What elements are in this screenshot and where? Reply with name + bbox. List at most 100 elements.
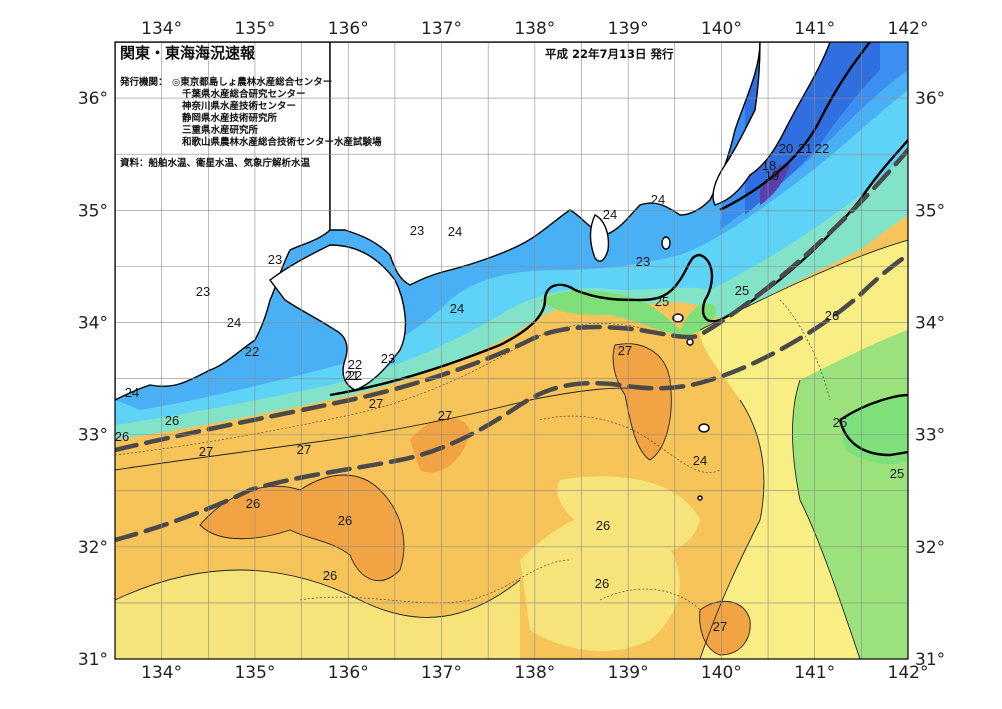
isotherm-label: 26 — [165, 413, 179, 428]
kuroshio-axis — [115, 147, 908, 543]
lat-tick-right: 32° — [915, 538, 945, 558]
lon-tick-bottom: 142° — [888, 663, 929, 683]
lon-tick-bottom: 138° — [514, 663, 555, 683]
lon-tick-bottom: 135° — [234, 663, 275, 683]
lat-tick-right: 31° — [915, 650, 945, 670]
zone-18-coastal — [760, 164, 790, 205]
land-boso — [712, 42, 831, 206]
lat-tick-right: 34° — [915, 313, 945, 333]
island-miyake — [672, 313, 684, 323]
zone-26-central — [557, 476, 700, 554]
isotherm-label: 24 — [693, 453, 707, 468]
lon-tick-bottom: 137° — [421, 663, 462, 683]
isotherm-label: 25 — [655, 294, 669, 309]
land-kii — [269, 244, 407, 391]
land — [115, 42, 831, 501]
isotherm-label: 23 — [196, 284, 210, 299]
lon-tick-bottom: 141° — [794, 663, 835, 683]
isotherm-label: 26 — [115, 429, 129, 444]
isotherm-label: 27 — [618, 343, 632, 358]
isotherm-label: 26 — [596, 518, 610, 533]
lat-tick-right: 33° — [915, 426, 945, 446]
minor-isotherms — [115, 299, 831, 611]
isotherm-label: 25 — [833, 415, 847, 430]
issuing-label: 発行機関： — [119, 76, 168, 88]
issuing-agency: 静岡県水産技術研究所 — [182, 112, 278, 124]
lat-tick-left: 36° — [78, 89, 108, 109]
zone-27-south — [699, 601, 751, 655]
isotherm-label: 25 — [890, 466, 904, 481]
isotherm-label: 23 — [268, 252, 282, 267]
isotherm-label: 26 — [338, 513, 352, 528]
lat-tick-right: 35° — [915, 201, 945, 221]
lon-tick-top: 136° — [328, 19, 369, 39]
isotherm-label: 20 — [779, 141, 793, 156]
map-frame — [114, 41, 909, 660]
lon-tick-top: 141° — [794, 19, 835, 39]
zone-27-west — [200, 475, 404, 581]
isotherm-label: 24 — [651, 192, 665, 207]
isotherm-label: 22 — [348, 368, 362, 383]
lon-tick-top: 140° — [701, 19, 742, 39]
isotherm-label: 22 — [815, 141, 829, 156]
issue-date: 平成 22年7月13日 発行 — [545, 47, 674, 61]
land-izu — [589, 214, 610, 262]
temperature-field — [115, 42, 908, 659]
issuing-agency: 千葉県水産総合研究センター — [182, 88, 306, 100]
issuing-agency: 和歌山県農林水産総合技術センター水産試験場 — [181, 136, 382, 148]
isotherm-label: 27 — [713, 619, 727, 634]
lon-tick-bottom: 134° — [141, 663, 182, 683]
isotherm-label: 24 — [125, 385, 139, 400]
isotherm-label: 26 — [323, 568, 337, 583]
isotherm-label: 25 — [735, 283, 749, 298]
issuing-agency: 神奈川県水産技術センター — [182, 100, 296, 112]
lon-tick-top: 134° — [141, 19, 182, 39]
data-sources: 資料：船舶水温、衛星水温、気象庁解析水温 — [120, 157, 311, 169]
lat-tick-left: 34° — [78, 313, 108, 333]
isotherm-label: 27 — [438, 408, 452, 423]
map-title: 関東・東海海況速報 — [120, 44, 256, 62]
zone-27-mid — [410, 417, 470, 473]
island-hachijo — [698, 423, 710, 433]
island-oshima — [661, 236, 671, 250]
isotherm-label: 24 — [450, 301, 464, 316]
island-mikura — [686, 338, 694, 346]
isotherm-label: 22 — [348, 357, 362, 372]
graticule — [115, 42, 908, 659]
axis-labels: 134° 134° 135° 135° 136° 136° 137° 137° 138° 138°… — [78, 19, 945, 683]
lat-tick-left: 32° — [78, 538, 108, 558]
island-aogashima — [697, 495, 703, 501]
lon-tick-top: 139° — [608, 19, 649, 39]
isotherm-label: 24 — [603, 207, 617, 222]
lat-tick-left: 31° — [78, 650, 108, 670]
isotherm-label: 26 — [595, 576, 609, 591]
isotherm-label: 23 — [410, 223, 424, 238]
lat-tick-left: 33° — [78, 426, 108, 446]
lat-tick-left: 35° — [78, 201, 108, 221]
isotherm-label: 18 — [762, 158, 776, 173]
isotherm-label: 24 — [448, 224, 462, 239]
isotherm-label: 23 — [636, 254, 650, 269]
isotherm-label: 19 — [765, 168, 779, 183]
issuing-agency: ◎東京都島しょ農林水産総合センター — [172, 76, 332, 88]
zone-26-southwest — [115, 570, 520, 659]
lon-tick-bottom: 140° — [701, 663, 742, 683]
isotherm-label: 21 — [345, 368, 359, 383]
lon-tick-top: 142° — [888, 19, 929, 39]
isotherm-label: 21 — [798, 141, 812, 156]
isotherm-label: 23 — [381, 351, 395, 366]
lon-tick-bottom: 139° — [608, 663, 649, 683]
lon-tick-top: 135° — [234, 19, 275, 39]
isotherm-label: 26 — [825, 308, 839, 323]
lon-tick-top: 138° — [514, 19, 555, 39]
lon-tick-top: 137° — [421, 19, 462, 39]
lat-tick-right: 36° — [915, 89, 945, 109]
issuing-agency: 三重県水産研究所 — [182, 124, 259, 136]
isotherm-label: 27 — [297, 442, 311, 457]
lon-tick-bottom: 136° — [328, 663, 369, 683]
isotherm-label: 26 — [246, 496, 260, 511]
isotherm-label: 22 — [245, 344, 259, 359]
isotherm-label: 24 — [227, 315, 241, 330]
